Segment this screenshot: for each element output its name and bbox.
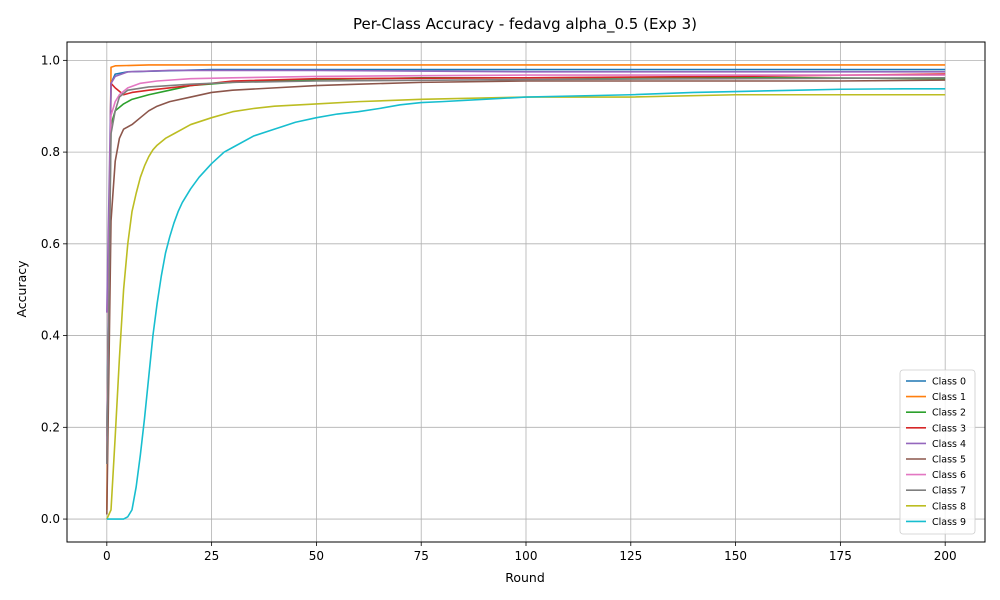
x-tick-label: 100	[515, 549, 538, 563]
legend-label: Class 7	[932, 486, 966, 497]
legend-label: Class 5	[932, 455, 966, 466]
series-line-class-3	[106, 73, 946, 465]
x-tick-label: 200	[934, 549, 957, 563]
y-axis-label: Accuracy	[14, 260, 29, 318]
series-line-class-7	[106, 76, 946, 465]
legend-label: Class 2	[932, 408, 966, 419]
grid	[67, 42, 985, 542]
legend-label: Class 1	[932, 392, 966, 403]
legend-label: Class 6	[932, 470, 966, 481]
y-tick-label: 0.8	[41, 145, 60, 159]
x-tick-label: 0	[103, 549, 111, 563]
y-tick-label: 0.0	[41, 512, 60, 526]
legend-box	[899, 369, 976, 535]
x-tick-label: 175	[829, 549, 852, 563]
x-tick-label: 50	[309, 549, 324, 563]
legend: Class 0 Class 1 Class 2 Class 3 Class 4 Class…	[899, 369, 976, 535]
legend-label: Class 0	[932, 377, 966, 388]
x-tick-label: 25	[204, 549, 219, 563]
series-line-class-9	[106, 87, 946, 520]
y-tick-label: 0.4	[41, 329, 60, 343]
x-axis-label: Round	[505, 570, 545, 585]
legend-label: Class 9	[932, 517, 966, 528]
x-tick-label: 150	[724, 549, 747, 563]
series-line-class-6	[106, 74, 946, 442]
x-tick-label: 125	[619, 549, 642, 563]
y-tick-label: 0.2	[41, 420, 60, 434]
y-tick-label: 1.0	[41, 53, 60, 67]
series-line-class-5	[106, 79, 946, 515]
legend-label: Class 4	[932, 439, 966, 450]
legend-label: Class 3	[932, 423, 966, 434]
legend-label: Class 8	[932, 501, 966, 512]
y-tick-label: 0.6	[41, 237, 60, 251]
series-line-class-1	[106, 64, 946, 510]
ticks: 0 25 50 75 100 125 150 175 200 0.0 0.2 0.4 0.6 0.8 1.0	[41, 53, 957, 563]
series-line-class-4	[106, 69, 946, 313]
series-line-class-8	[106, 93, 946, 520]
x-tick-label: 75	[414, 549, 429, 563]
chart-title: Per-Class Accuracy - fedavg alpha_0.5 (E…	[353, 15, 697, 34]
series-group	[106, 64, 946, 520]
